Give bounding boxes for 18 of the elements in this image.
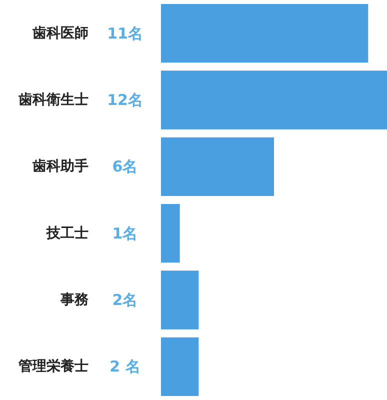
y-tick-label: 事務	[60, 292, 90, 308]
y-tick-label: 技工士	[46, 225, 88, 242]
data-label: 6名	[112, 158, 138, 176]
data-label: 1名	[112, 224, 138, 242]
bar	[161, 270, 199, 330]
bar	[161, 70, 387, 130]
data-label: 11名	[107, 24, 143, 42]
y-tick-label: 歯科医師	[32, 25, 88, 42]
bar	[161, 4, 368, 63]
y-tick-label: 歯科衛生士	[18, 92, 88, 108]
data-label: 12名	[107, 91, 143, 109]
y-tick-label: 管理栄養士	[18, 358, 88, 375]
bar	[161, 337, 199, 396]
bar	[161, 137, 274, 196]
bar	[161, 204, 180, 263]
data-label: 2 名	[110, 358, 140, 376]
data-label: 2名	[112, 291, 138, 309]
y-tick-label: 歯科助手	[32, 158, 88, 175]
